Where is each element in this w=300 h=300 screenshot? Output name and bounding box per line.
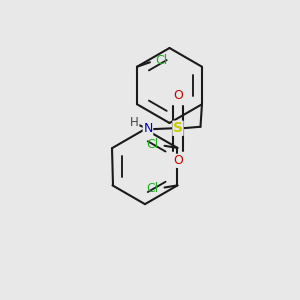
Text: Cl: Cl (146, 138, 159, 152)
Text: Cl: Cl (146, 182, 159, 195)
Text: S: S (173, 121, 183, 135)
Text: O: O (173, 154, 183, 167)
Text: Cl: Cl (155, 54, 167, 67)
Text: N: N (143, 122, 153, 135)
Text: H: H (130, 116, 139, 129)
Text: O: O (173, 89, 183, 102)
